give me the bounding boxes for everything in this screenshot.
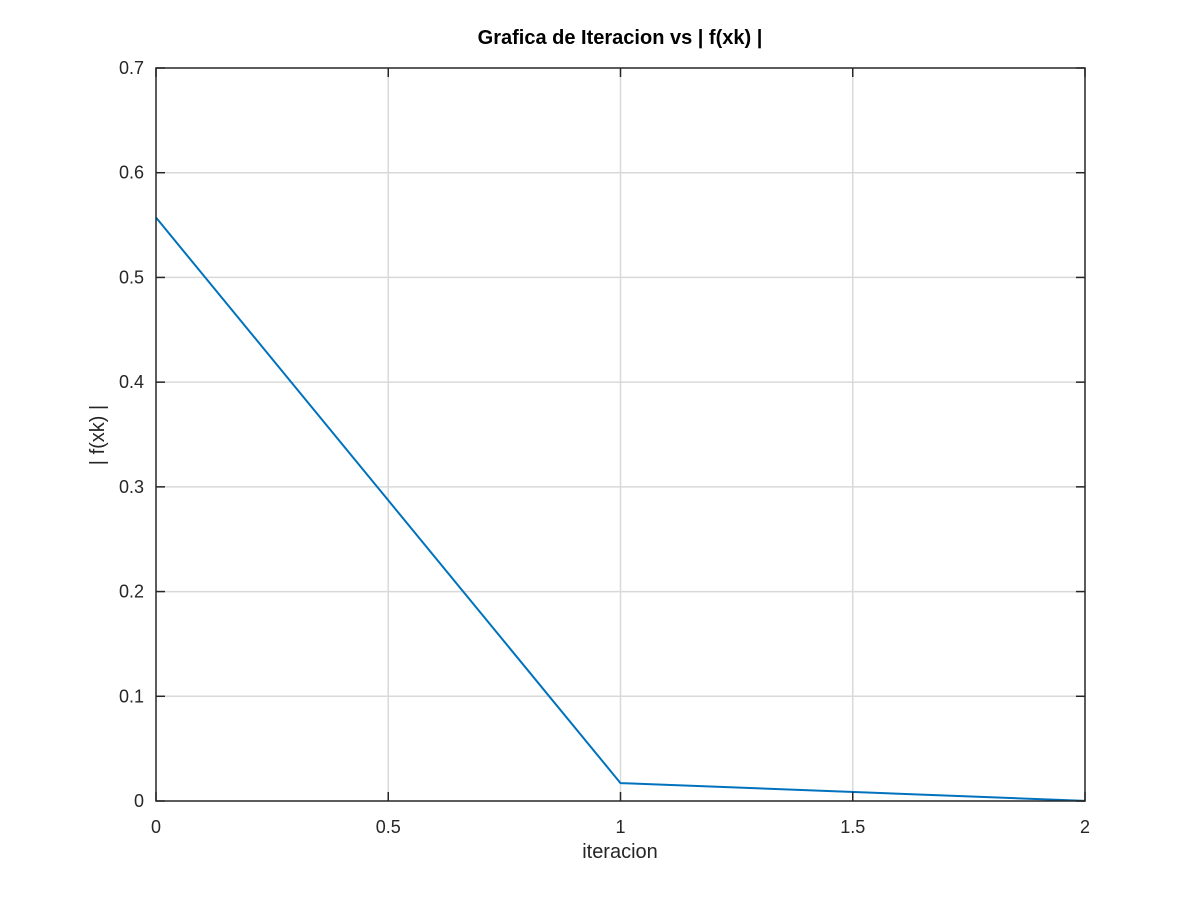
series-line xyxy=(155,216,1086,802)
x-tick-label: 0.5 xyxy=(376,817,401,837)
x-axis-label: iteracion xyxy=(582,841,658,863)
x-tick-label: 1 xyxy=(615,817,625,837)
y-tick-label: 0.4 xyxy=(119,372,144,392)
x-tick-label: 0 xyxy=(151,817,161,837)
x-tick-label: 2 xyxy=(1080,817,1090,837)
y-tick-label: 0.2 xyxy=(119,582,144,602)
y-tick-label: 0.7 xyxy=(119,58,144,78)
y-tick-label: 0.1 xyxy=(119,686,144,706)
grid-lines xyxy=(156,68,1085,801)
y-axis-label: | f(xk) | xyxy=(87,405,109,465)
y-tick-label: 0 xyxy=(134,791,144,811)
y-tick-label: 0.6 xyxy=(119,163,144,183)
chart-title: Grafica de Iteracion vs | f(xk) | xyxy=(478,27,763,49)
x-tick-label: 1.5 xyxy=(840,817,865,837)
y-tick-label: 0.5 xyxy=(119,267,144,287)
y-tick-label: 0.3 xyxy=(119,477,144,497)
axis-ticks: 0 0.5 1 1.5 2 0 0.1 0.2 0.3 0.4 0.5 0.6 0.7 xyxy=(119,58,1090,837)
plot-series xyxy=(155,216,1086,802)
